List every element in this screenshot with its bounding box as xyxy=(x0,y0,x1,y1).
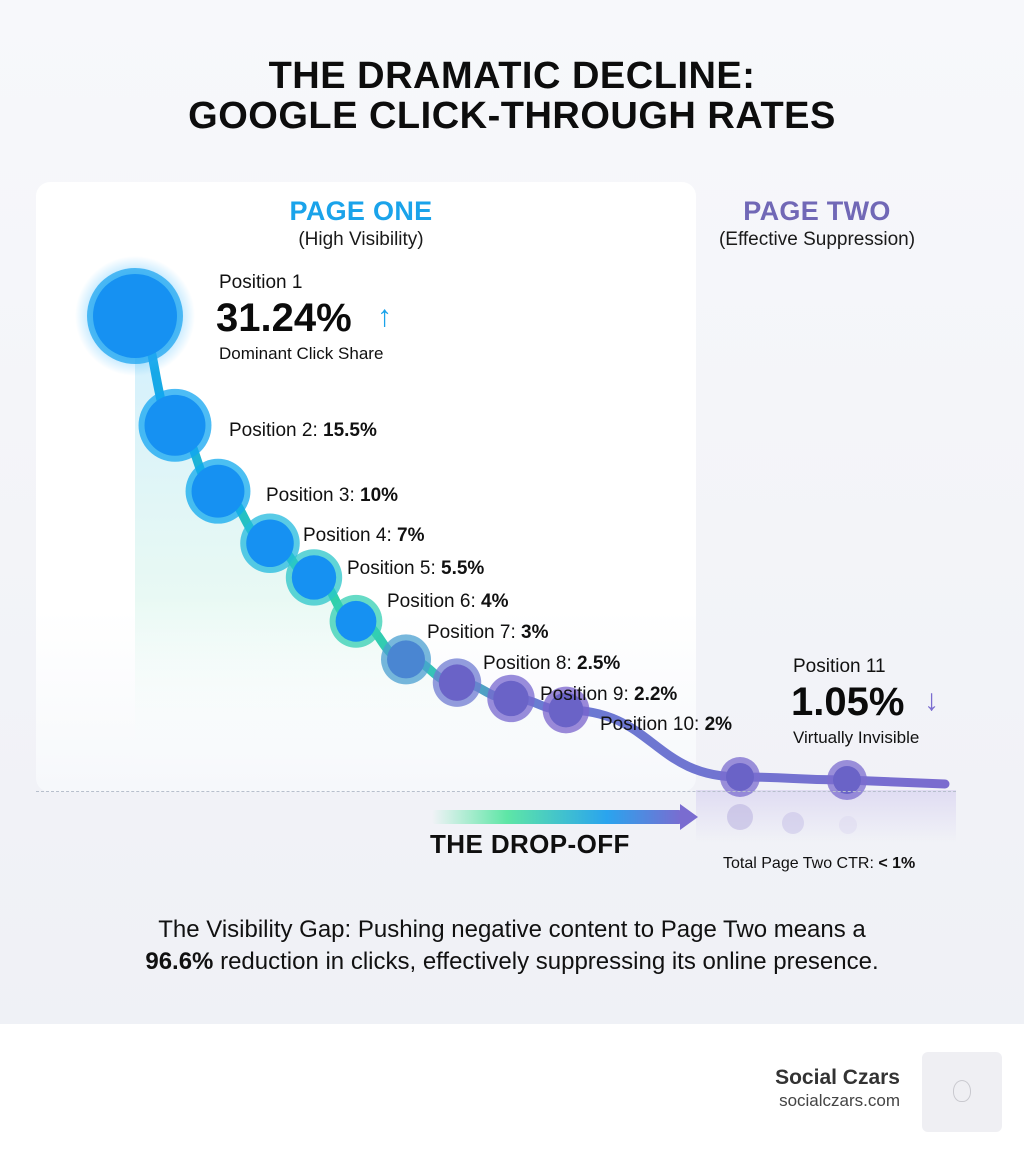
data-point-8 xyxy=(438,664,476,701)
footer xyxy=(0,1024,1024,1154)
page-two-subheading: (Effective Suppression) xyxy=(718,229,916,250)
data-point-9 xyxy=(493,680,529,717)
position-label: Position 7: 3% xyxy=(427,622,548,644)
page-one-subheading: (High Visibility) xyxy=(298,229,424,250)
position-label: Position 2: 15.5% xyxy=(229,420,377,442)
position-4-name: Position 4: xyxy=(303,525,392,546)
position-8-name: Position 8: xyxy=(483,653,572,674)
position-1-value: 31.24% xyxy=(216,296,352,340)
data-point-1 xyxy=(93,274,177,358)
summary-line-1: The Visibility Gap: Pushing negative con… xyxy=(158,916,866,943)
position-1-label: Position 1 xyxy=(219,272,303,293)
position-2-name: Position 2: xyxy=(229,420,318,441)
data-point-11 xyxy=(726,762,754,791)
position-7-name: Position 7: xyxy=(427,622,516,643)
position-11-value: 1.05% xyxy=(791,680,905,724)
position-6-name: Position 6: xyxy=(387,591,476,612)
data-point-6 xyxy=(335,600,377,642)
mascot-icon xyxy=(953,1080,971,1102)
position-label: Position 4: 7% xyxy=(303,525,424,547)
total-page-two-ctr: Total Page Two CTR: < 1% xyxy=(723,855,915,873)
position-label: Position 5: 5.5% xyxy=(347,558,484,580)
position-label: Position 3: 10% xyxy=(266,485,398,507)
page-one-heading: PAGE ONE xyxy=(289,196,433,226)
position-10-name: Position 10: xyxy=(600,714,700,735)
position-11-caption: Virtually Invisible xyxy=(793,728,920,747)
total-ctr-label: Total Page Two CTR: xyxy=(723,855,874,872)
brand-name: Social Czars xyxy=(775,1066,900,1089)
position-5-value: 5.5% xyxy=(441,558,485,579)
drop-off-label: THE DROP-OFF xyxy=(430,829,630,859)
data-point-12 xyxy=(833,766,861,794)
data-point-10 xyxy=(548,692,584,728)
chart-title-line-2: GOOGLE CLICK-THROUGH RATES xyxy=(188,95,836,137)
page-divider-line xyxy=(36,791,956,792)
chart-title-line-1: THE DRAMATIC DECLINE: xyxy=(268,55,756,97)
position-3-name: Position 3: xyxy=(266,485,355,506)
data-point-4 xyxy=(246,519,294,568)
position-9-name: Position 9: xyxy=(540,684,629,705)
position-1-caption: Dominant Click Share xyxy=(219,344,384,363)
data-point-7 xyxy=(386,640,426,679)
drop-off-arrow-bar xyxy=(432,810,682,824)
page-two-ghost-dots xyxy=(727,804,857,834)
ctr-area-fill xyxy=(135,316,566,785)
summary-reduction-value: 96.6% xyxy=(145,948,214,975)
position-6-value: 4% xyxy=(481,591,509,612)
data-point-3 xyxy=(191,464,245,518)
position-2-value: 15.5% xyxy=(323,420,377,441)
summary-line-2-text: reduction in clicks, effectively suppres… xyxy=(213,948,879,975)
data-point-2 xyxy=(144,394,206,456)
ctr-data-points xyxy=(75,256,867,800)
ghost-dot-2 xyxy=(782,812,804,834)
page-two-heading: PAGE TWO xyxy=(743,196,891,226)
position-label: Position 9: 2.2% xyxy=(540,684,677,706)
ghost-dot-1 xyxy=(727,804,753,830)
position-5-name: Position 5: xyxy=(347,558,436,579)
position-9-value: 2.2% xyxy=(634,684,678,705)
position-7-value: 3% xyxy=(521,622,549,643)
arrow-up-icon: ↑ xyxy=(377,300,392,333)
position-10-value: 2% xyxy=(704,714,733,735)
position-11-label: Position 11 xyxy=(793,656,886,677)
position-label: Position 8: 2.5% xyxy=(483,653,620,675)
position-3-value: 10% xyxy=(360,485,399,506)
ctr-decline-chart xyxy=(75,256,950,834)
position-8-value: 2.5% xyxy=(577,653,621,674)
position-4-value: 7% xyxy=(397,525,425,546)
data-point-5 xyxy=(291,555,337,600)
summary-line-2: 96.6% reduction in clicks, effectively s… xyxy=(0,946,1024,978)
drop-off-arrow-icon xyxy=(680,804,698,830)
total-ctr-value: < 1% xyxy=(878,855,916,872)
arrow-down-icon: ↓ xyxy=(924,684,939,717)
brand-url: socialczars.com xyxy=(779,1091,900,1110)
position-label: Position 10: 2% xyxy=(600,714,732,736)
position-label: Position 6: 4% xyxy=(387,591,508,613)
ghost-dot-3 xyxy=(839,816,857,834)
